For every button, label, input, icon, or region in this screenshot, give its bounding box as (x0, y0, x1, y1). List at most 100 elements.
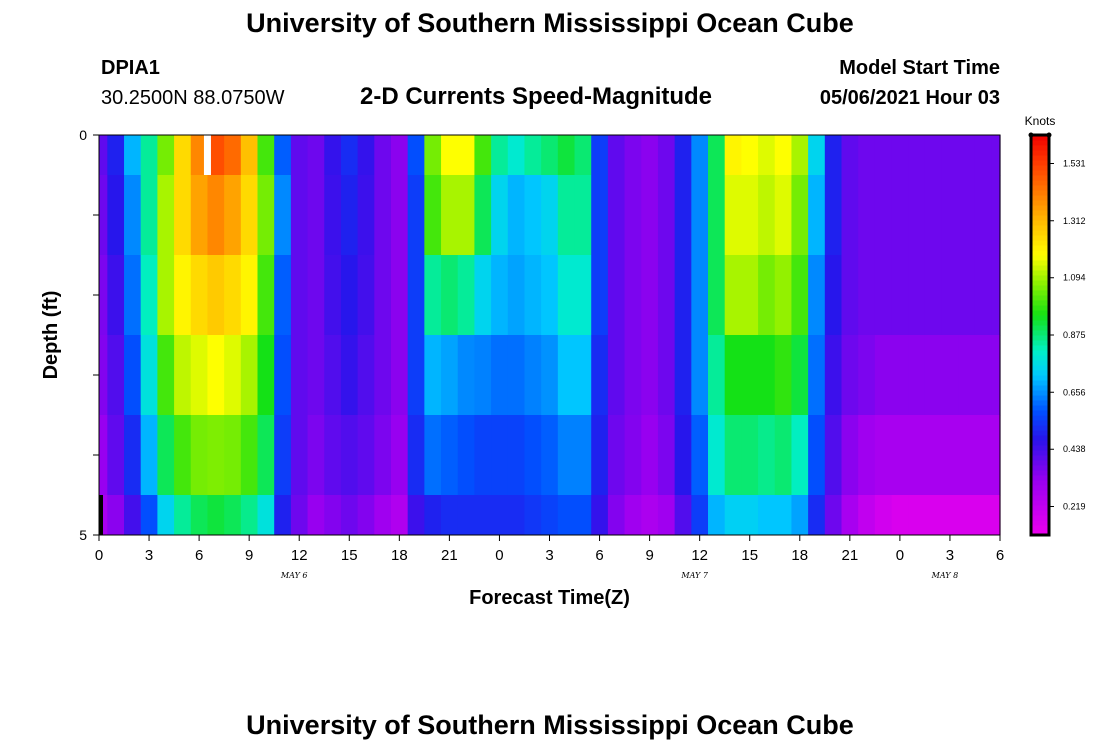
heatmap-cell (908, 255, 926, 336)
heatmap-cell (841, 495, 859, 536)
heatmap-cell (874, 135, 893, 176)
heatmap-cell (641, 335, 659, 416)
colorbar-segment (1031, 280, 1049, 286)
y-axis-label: Depth (ft) (40, 291, 62, 380)
heatmap-cell (891, 415, 909, 496)
heatmap-cell (724, 495, 742, 536)
colorbar-segment (1031, 365, 1049, 371)
heatmap-cell (491, 335, 509, 416)
station-location: 30.2500N 88.0750W (101, 87, 285, 109)
colorbar-segment (1031, 245, 1049, 251)
heatmap-cell (791, 335, 809, 416)
heatmap-cell (190, 175, 209, 256)
heatmap-cell (390, 175, 409, 256)
heatmap-cell (407, 415, 425, 496)
no-data-marker (203, 135, 211, 175)
heatmap-cell (724, 255, 742, 336)
heatmap-cell (724, 415, 742, 496)
heatmap-cell (407, 495, 425, 536)
heatmap-cell (274, 335, 292, 416)
colorbar-segment (1031, 470, 1049, 476)
heatmap-cell (224, 255, 242, 336)
heatmap-cell (274, 415, 292, 496)
heatmap-cell (724, 335, 742, 416)
date-label: MAY 6 (280, 571, 308, 580)
heatmap-cell (140, 255, 158, 336)
heatmap-cell (941, 415, 959, 496)
heatmap-cell (374, 335, 392, 416)
heatmap-cell (674, 135, 692, 176)
heatmap-cell (157, 415, 175, 496)
heatmap-cell (174, 495, 192, 536)
heatmap-cell (307, 495, 325, 536)
colorbar-segment (1031, 460, 1049, 466)
heatmap-cell (607, 495, 626, 536)
heatmap-cell (374, 255, 392, 336)
heatmap-cell (541, 175, 559, 256)
heatmap-cell (724, 135, 742, 176)
heatmap-cell (758, 415, 776, 496)
heatmap-cell (99, 335, 108, 416)
heatmap-cell (240, 415, 259, 496)
heatmap-cell (908, 175, 926, 256)
colorbar-segment (1031, 260, 1049, 266)
y-tick-label: 5 (79, 527, 87, 543)
colorbar-segment (1031, 265, 1049, 271)
heatmap-cell (124, 335, 142, 416)
heatmap-cell (941, 495, 959, 536)
colorbar-segment (1031, 305, 1049, 311)
heatmap-cell (557, 135, 576, 176)
heatmap-cell (557, 175, 576, 256)
heatmap-cell (224, 135, 242, 176)
colorbar-segment (1031, 160, 1049, 166)
colorbar-segment (1031, 315, 1049, 321)
heatmap-cell (340, 175, 359, 256)
colorbar-segment (1031, 300, 1049, 306)
colorbar-segment (1031, 430, 1049, 436)
colorbar-segment (1031, 200, 1049, 206)
heatmap-cell (708, 255, 726, 336)
heatmap-cell (124, 255, 142, 336)
colorbar-segment (1031, 530, 1049, 536)
heatmap-cell (99, 135, 108, 176)
colorbar-segment (1031, 230, 1049, 236)
heatmap-cell (324, 255, 342, 336)
x-tick-label: 18 (791, 547, 808, 564)
heatmap-cell (507, 175, 526, 256)
heatmap-cell (874, 495, 893, 536)
heatmap-cell (474, 495, 492, 536)
x-tick-label: 3 (946, 547, 954, 564)
heatmap-cell (524, 415, 542, 496)
heatmap-cell (174, 415, 192, 496)
heatmap-cell (607, 415, 626, 496)
colorbar-segment (1031, 185, 1049, 191)
heatmap-cell (340, 255, 359, 336)
heatmap-cell (958, 415, 976, 496)
colorbar-segment (1031, 375, 1049, 381)
heatmap-cell (841, 415, 859, 496)
heatmap-cell (941, 335, 959, 416)
heatmap-cell (591, 255, 609, 336)
heatmap-cell (357, 175, 375, 256)
heatmap-cell (624, 175, 642, 256)
heatmap-cell (240, 495, 259, 536)
heatmap-cell (924, 415, 943, 496)
heatmap-cell (491, 495, 509, 536)
heatmap-cell (174, 335, 192, 416)
heatmap-cell (574, 495, 592, 536)
heatmap-cell (591, 135, 609, 176)
colorbar-segment (1031, 175, 1049, 181)
heatmap-cell (624, 335, 642, 416)
heatmap-cell (774, 135, 793, 176)
colorbar-segment (1031, 510, 1049, 516)
heatmap-cell (541, 415, 559, 496)
heatmap-cell (307, 255, 325, 336)
heatmap-cell (457, 415, 476, 496)
heatmap-cell (157, 335, 175, 416)
colorbar-title: Knots (1025, 114, 1056, 128)
heatmap-cell (641, 255, 659, 336)
heatmap-cell (524, 335, 542, 416)
date-label: MAY 7 (680, 571, 708, 580)
heatmap-cell (791, 495, 809, 536)
